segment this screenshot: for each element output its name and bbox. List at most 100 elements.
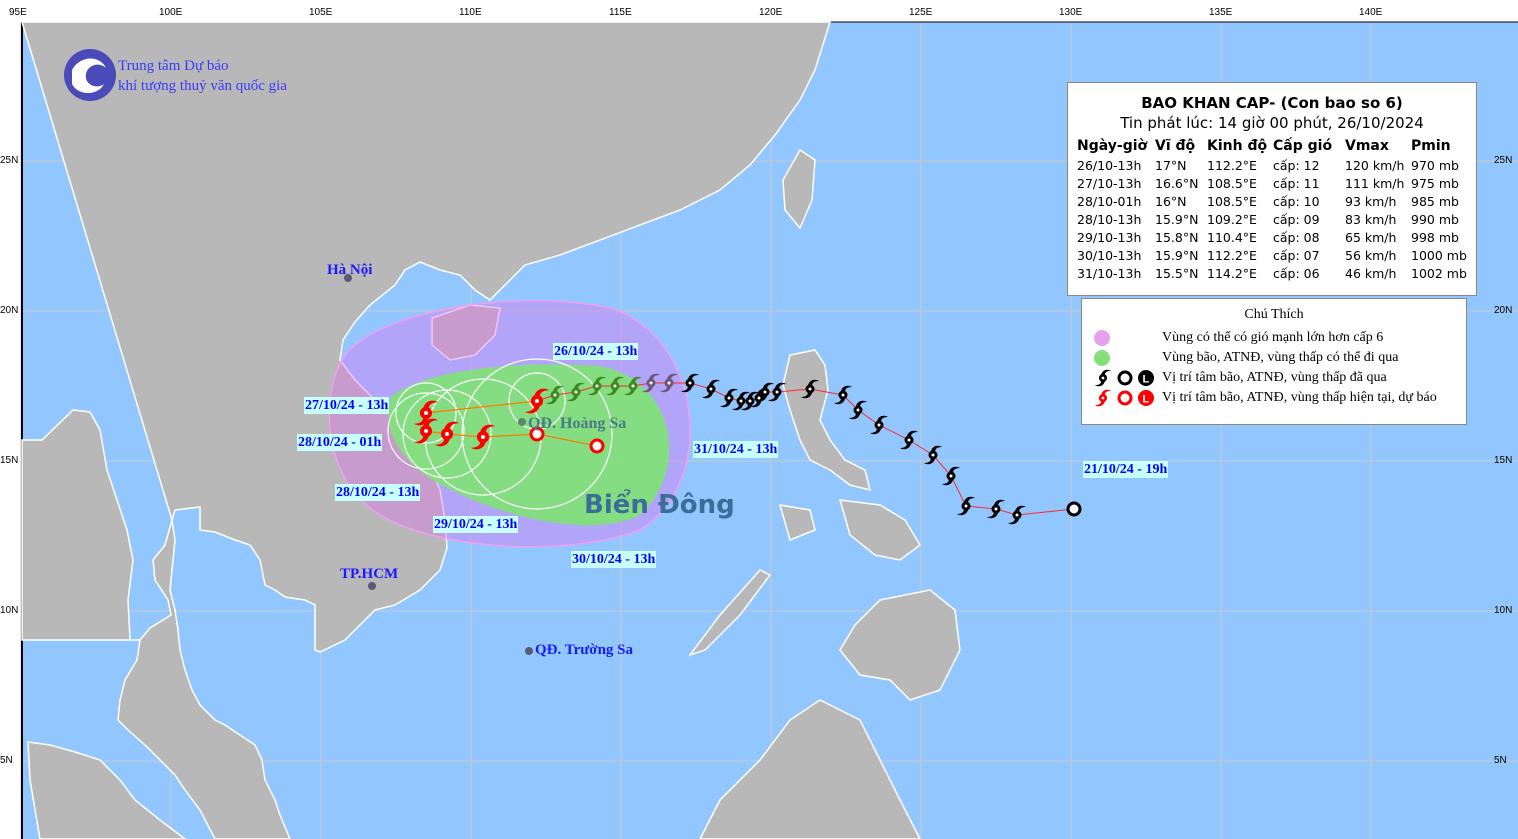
land-hainan [431,304,501,361]
storm-symbol-icon [524,388,550,414]
table-cell: 28/10-13h [1077,212,1142,227]
storm-symbol-icon [642,373,660,393]
storm-symbol-icon [801,379,819,399]
place-truong-sa: QĐ. Trường Sa [535,642,634,658]
table-cell: 108.5°E [1207,176,1257,191]
truong-sa-dot [525,647,533,655]
lat-tick-label: 10N [0,605,19,616]
table-cell: cấp: 07 [1273,248,1320,263]
storm-symbol-icon [987,499,1005,519]
legend-label: Vị trí tâm bão, ATNĐ, vùng thấp hiện tại… [1162,390,1437,405]
land-visayas [778,499,921,561]
storm-track [413,373,1082,525]
table-cell: 93 km/h [1345,194,1397,209]
lat-tick-label: 25N [1494,155,1513,166]
forecast-radius-circle [402,389,492,479]
land [20,21,961,839]
forecast-radius-circle [395,382,457,444]
lat-tick-label: 5N [1494,755,1507,766]
table-cell: 56 km/h [1345,248,1397,263]
legend-label: Vùng bão, ATNĐ, vùng thấp có thể đi qua [1162,350,1399,365]
legend-item-path-zone: Vùng bão, ATNĐ, vùng thấp có thể đi qua [1094,349,1398,367]
risk-zone-storm-path [388,364,670,526]
table-cell: 31/10-13h [1077,266,1142,281]
storm-symbol-icon [413,418,439,444]
land-palawan [687,569,772,657]
storm-symbol-icon [1094,389,1112,407]
storm-symbol-icon [434,421,460,447]
legend-symbols: L [1094,369,1154,387]
storm-symbol-icon [900,430,918,450]
table-cell: cấp: 10 [1273,194,1320,209]
low-pressure-icon [1066,501,1082,517]
table-cell: 28/10-01h [1077,194,1142,209]
legend-item-past: L Vị trí tâm bão, ATNĐ, vùng thấp đã qua [1094,369,1387,387]
land-luzon [782,349,872,492]
table-cell: 970 mb [1411,158,1459,173]
low-pressure-icon [589,438,605,454]
lat-tick-label: 15N [0,455,19,466]
table-cell: 998 mb [1411,230,1459,245]
table-row: 26/10-13h 17°N 112.2°E cấp: 12 120 km/h 970 m… [1077,157,1471,175]
table-cell: 29/10-13h [1077,230,1142,245]
lon-tick-label: 110E [459,7,482,18]
lon-tick-label: 140E [1359,7,1383,18]
table-cell: 26/10-13h [1077,158,1142,173]
org-name-line1: Trung tâm Dự báo [118,58,229,74]
table-header: Ngày-giờ Vĩ độ Kinh độ Cấp gió Vmax Pmin [1077,136,1471,157]
table-cell: 27/10-13h [1077,176,1142,191]
storm-symbol-icon [750,388,768,408]
land-sumatra [27,741,187,839]
storm-symbol-icon [470,424,496,450]
date-label-26-10: 26/10/24 - 13h [553,343,639,360]
storm-symbol-icon [870,415,888,435]
bulletin-title: BAO KHAN CAP- (Con bao so 6) [1141,94,1403,112]
lon-tick-label: 120E [759,7,783,18]
table-cell: 985 mb [1411,194,1459,209]
storm-symbol-icon [546,385,564,405]
place-hanoi: Hà Nội [327,262,373,278]
storm-symbol-icon [588,376,606,396]
storm-symbol-icon [681,373,699,393]
table-row: 30/10-13h 15.9°N 112.2°E cấp: 07 56 km/h 1000… [1077,247,1471,265]
table-row: 29/10-13h 15.8°N 110.4°E cấp: 08 65 km/h 998 … [1077,229,1471,247]
table-cell: 30/10-13h [1077,248,1142,263]
table-cell: 1000 mb [1411,248,1467,263]
place-hoang-sa: QĐ. Hoàng Sa [528,415,627,432]
table-cell: 15.9°N [1155,248,1199,263]
land-mindanao [839,589,961,701]
column-header: Vmax [1345,138,1389,154]
legend-item-forecast: L Vị trí tâm bão, ATNĐ, vùng thấp hiện t… [1094,389,1437,407]
low-l-icon [1138,390,1154,406]
date-label-30-10: 30/10/24 - 13h [571,551,657,568]
column-header: Ngày-giờ [1077,138,1148,154]
date-label-28-10-13h: 28/10/24 - 13h [335,484,421,501]
column-header: Vĩ độ [1155,138,1196,154]
date-label-27-10: 27/10/24 - 13h [304,397,390,414]
table-cell: 15.9°N [1155,212,1199,227]
storm-symbol-icon [741,391,759,411]
lon-tick-label: 135E [1209,7,1233,18]
storm-symbol-icon [957,496,975,516]
table-cell: 110.4°E [1207,230,1257,245]
date-label-31-10: 31/10/24 - 13h [693,441,779,458]
table-cell: 65 km/h [1345,230,1397,245]
lat-tick-label: 5N [0,755,13,766]
table-cell: cấp: 12 [1273,158,1320,173]
column-header: Kinh độ [1207,138,1268,154]
table-cell: 16°N [1155,194,1187,209]
table-cell: 111 km/h [1345,176,1405,191]
legend-panel: Chú Thích Vùng có thể có gió mạnh lớn hơ… [1081,298,1467,425]
low-pressure-icon [1117,390,1133,406]
hoang-sa-dot [518,418,526,426]
lat-tick-label: 20N [1494,305,1513,316]
org-name: Trung tâm Dự báo khí tượng thuỷ văn quốc… [118,56,287,96]
org-name-line2: khí tượng thuỷ văn quốc gia [118,78,287,94]
lat-tick-label: 15N [1494,455,1513,466]
hcm-dot [368,582,376,590]
lon-tick-label: 130E [1059,7,1083,18]
table-cell: cấp: 08 [1273,230,1320,245]
table-cell: 109.2°E [1207,212,1257,227]
low-pressure-icon [529,426,545,442]
table-row: 31/10-13h 15.5°N 114.2°E cấp: 06 46 km/h 1002… [1077,265,1471,283]
